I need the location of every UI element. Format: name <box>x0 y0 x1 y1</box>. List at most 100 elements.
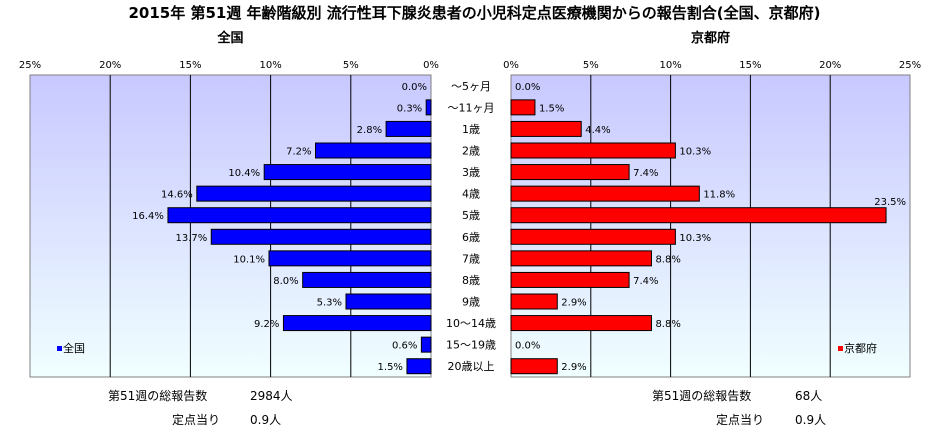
data-label: 13.7% <box>175 233 207 244</box>
data-label: 7.2% <box>286 147 311 158</box>
bar <box>282 315 432 332</box>
category-label: 5歳 <box>462 209 480 222</box>
national-per-label: 定点当り <box>172 413 221 427</box>
tick-label: 5% <box>343 60 359 71</box>
category-label: 4歳 <box>462 188 480 201</box>
data-label: 14.6% <box>161 190 193 201</box>
tick-label: 15% <box>179 60 201 71</box>
tick-label: 20% <box>819 60 841 71</box>
bar <box>510 142 676 159</box>
bar <box>268 250 432 267</box>
data-label: 11.8% <box>703 190 735 201</box>
panel-title: 全国 <box>216 30 243 46</box>
category-label: 9歳 <box>462 296 480 309</box>
bar <box>510 185 700 202</box>
kyoto-per-value: 0.9人 <box>795 413 827 427</box>
kyoto-per-label: 定点当り <box>716 413 765 427</box>
bar <box>385 120 432 137</box>
data-label: 10.4% <box>228 168 260 179</box>
data-label: 4.4% <box>585 125 610 136</box>
tick-label: 25% <box>19 60 41 71</box>
bar <box>302 271 432 288</box>
category-label: 7歳 <box>462 252 480 265</box>
data-label: 0.0% <box>402 82 427 93</box>
data-label: 2.9% <box>561 362 586 373</box>
tick-label: 10% <box>659 60 681 71</box>
national-per-value: 0.9人 <box>250 413 282 427</box>
tick-label: 25% <box>899 60 921 71</box>
data-label: 5.3% <box>317 298 342 309</box>
data-label: 8.8% <box>655 254 680 265</box>
category-label: 1歳 <box>462 123 480 136</box>
tick-label: 0% <box>423 60 439 71</box>
bar <box>510 207 887 224</box>
tick-label: 10% <box>259 60 281 71</box>
bar <box>510 250 652 267</box>
category-label: 3歳 <box>462 166 480 179</box>
category-label: 15～19歳 <box>446 339 496 352</box>
bar <box>210 228 432 245</box>
chart-title: 2015年 第51週 年齢階級別 流行性耳下腺炎患者の小児科定点医療機関からの報… <box>128 4 821 22</box>
bar <box>167 207 432 224</box>
category-label: 20歳以上 <box>448 360 495 373</box>
data-label: 10.1% <box>233 254 265 265</box>
age-category-labels: ～5ヶ月 ～11ヶ月 1歳 2歳 3歳 4歳 5歳 6歳 7歳 8歳 9歳 10～14歳 15～19歳 2… <box>446 80 496 373</box>
bar <box>510 358 558 375</box>
kyoto-total-label: 第51週の総報告数 <box>652 389 752 403</box>
plot-area <box>29 74 432 378</box>
data-label: 10.3% <box>679 233 711 244</box>
data-label: 1.5% <box>539 103 564 114</box>
bar <box>510 120 582 137</box>
tick-label: 20% <box>99 60 121 71</box>
category-label: 8歳 <box>462 274 480 287</box>
category-label: ～11ヶ月 <box>448 101 495 114</box>
data-label: 10.3% <box>679 147 711 158</box>
legend-label: 京都府 <box>844 341 877 355</box>
bar <box>425 99 432 116</box>
tick-label: 5% <box>583 60 599 71</box>
national-total-label: 第51週の総報告数 <box>108 389 208 403</box>
legend-swatch <box>57 346 62 351</box>
category-label: 2歳 <box>462 145 480 158</box>
data-label: 0.6% <box>392 341 417 352</box>
data-label: 0.0% <box>515 341 540 352</box>
category-label: ～5ヶ月 <box>451 80 491 93</box>
data-label: 23.5% <box>874 197 906 208</box>
bar <box>345 293 432 310</box>
kyoto-total-value: 68人 <box>795 389 823 403</box>
kyoto-panel: 0% 5% 10% 15% 20% 25% 京都府 0.0% 1.5% 4.4% 10.3% 7.4%… <box>503 30 921 378</box>
data-label: 8.8% <box>655 319 680 330</box>
data-label: 2.8% <box>357 125 382 136</box>
category-label: 10～14歳 <box>446 317 496 330</box>
data-label: 8.0% <box>273 276 298 287</box>
data-label: 16.4% <box>132 211 164 222</box>
bar <box>510 271 630 288</box>
bar <box>510 315 652 332</box>
bar <box>510 228 676 245</box>
legend-label: 全国 <box>63 341 85 355</box>
national-total-value: 2984人 <box>250 389 293 403</box>
tick-label: 0% <box>503 60 519 71</box>
bar <box>510 99 536 116</box>
category-label: 6歳 <box>462 231 480 244</box>
bar <box>315 142 432 159</box>
bar <box>196 185 432 202</box>
bar <box>263 164 432 181</box>
data-label: 7.4% <box>633 276 658 287</box>
data-label: 1.5% <box>378 362 403 373</box>
data-label: 0.3% <box>397 103 422 114</box>
tick-label: 15% <box>739 60 761 71</box>
panel-title: 京都府 <box>691 30 730 46</box>
data-label: 9.2% <box>254 319 279 330</box>
data-label: 0.0% <box>515 82 540 93</box>
bar <box>420 336 432 353</box>
data-label: 2.9% <box>561 298 586 309</box>
bar <box>510 293 558 310</box>
plot-area <box>510 74 911 378</box>
bar <box>406 358 432 375</box>
legend-swatch <box>838 346 843 351</box>
bar <box>510 164 630 181</box>
data-label: 7.4% <box>633 168 658 179</box>
national-panel: 0% 5% 10% 15% 20% 25% 全国 0.0% 0.3% 2.8% 7.2% 10.4% 1… <box>19 30 439 378</box>
